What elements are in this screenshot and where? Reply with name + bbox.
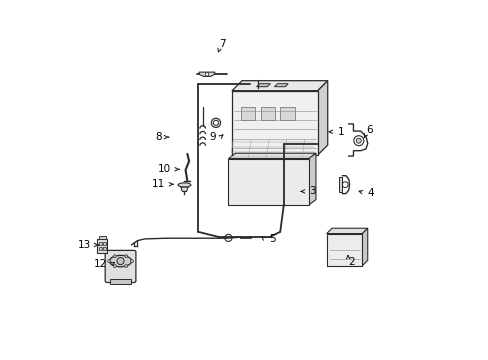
Polygon shape xyxy=(256,84,270,87)
Bar xyxy=(228,158,308,205)
Bar xyxy=(260,107,274,120)
Circle shape xyxy=(342,182,347,188)
Polygon shape xyxy=(317,81,327,155)
Ellipse shape xyxy=(178,183,190,187)
Circle shape xyxy=(205,72,208,76)
Text: 3: 3 xyxy=(308,186,315,197)
Circle shape xyxy=(353,136,363,146)
Text: 6: 6 xyxy=(365,125,372,135)
Text: 2: 2 xyxy=(347,257,354,267)
Text: 7: 7 xyxy=(219,39,225,49)
Ellipse shape xyxy=(109,255,131,267)
Text: 13: 13 xyxy=(78,240,91,250)
Circle shape xyxy=(113,255,116,257)
Polygon shape xyxy=(228,153,315,158)
Text: 9: 9 xyxy=(209,132,216,142)
Circle shape xyxy=(224,234,231,242)
Polygon shape xyxy=(181,187,188,192)
Bar xyxy=(99,242,102,245)
Text: 8: 8 xyxy=(155,132,162,142)
Text: 11: 11 xyxy=(152,179,165,189)
Bar xyxy=(99,236,106,239)
Bar xyxy=(326,234,362,266)
Bar xyxy=(280,107,294,120)
Bar xyxy=(241,107,255,120)
Text: 10: 10 xyxy=(158,164,171,174)
Circle shape xyxy=(113,265,116,267)
Circle shape xyxy=(107,260,110,262)
Bar xyxy=(103,242,106,245)
Text: 5: 5 xyxy=(268,234,275,244)
Circle shape xyxy=(124,265,127,267)
Bar xyxy=(338,177,342,192)
Circle shape xyxy=(117,257,124,265)
Bar xyxy=(231,91,317,155)
Polygon shape xyxy=(199,72,214,76)
Polygon shape xyxy=(326,228,367,234)
Circle shape xyxy=(211,118,220,127)
Polygon shape xyxy=(231,81,327,91)
Text: 1: 1 xyxy=(337,127,343,137)
Bar xyxy=(103,247,106,249)
Circle shape xyxy=(130,260,133,262)
Bar xyxy=(110,279,131,284)
Polygon shape xyxy=(308,153,315,205)
Text: 12: 12 xyxy=(94,259,107,269)
Circle shape xyxy=(356,138,361,143)
Bar xyxy=(99,247,102,249)
Text: 4: 4 xyxy=(367,188,374,198)
Polygon shape xyxy=(274,84,287,87)
Circle shape xyxy=(124,255,127,257)
Polygon shape xyxy=(362,228,367,266)
FancyBboxPatch shape xyxy=(97,239,107,252)
Circle shape xyxy=(213,120,218,125)
FancyBboxPatch shape xyxy=(105,250,136,283)
